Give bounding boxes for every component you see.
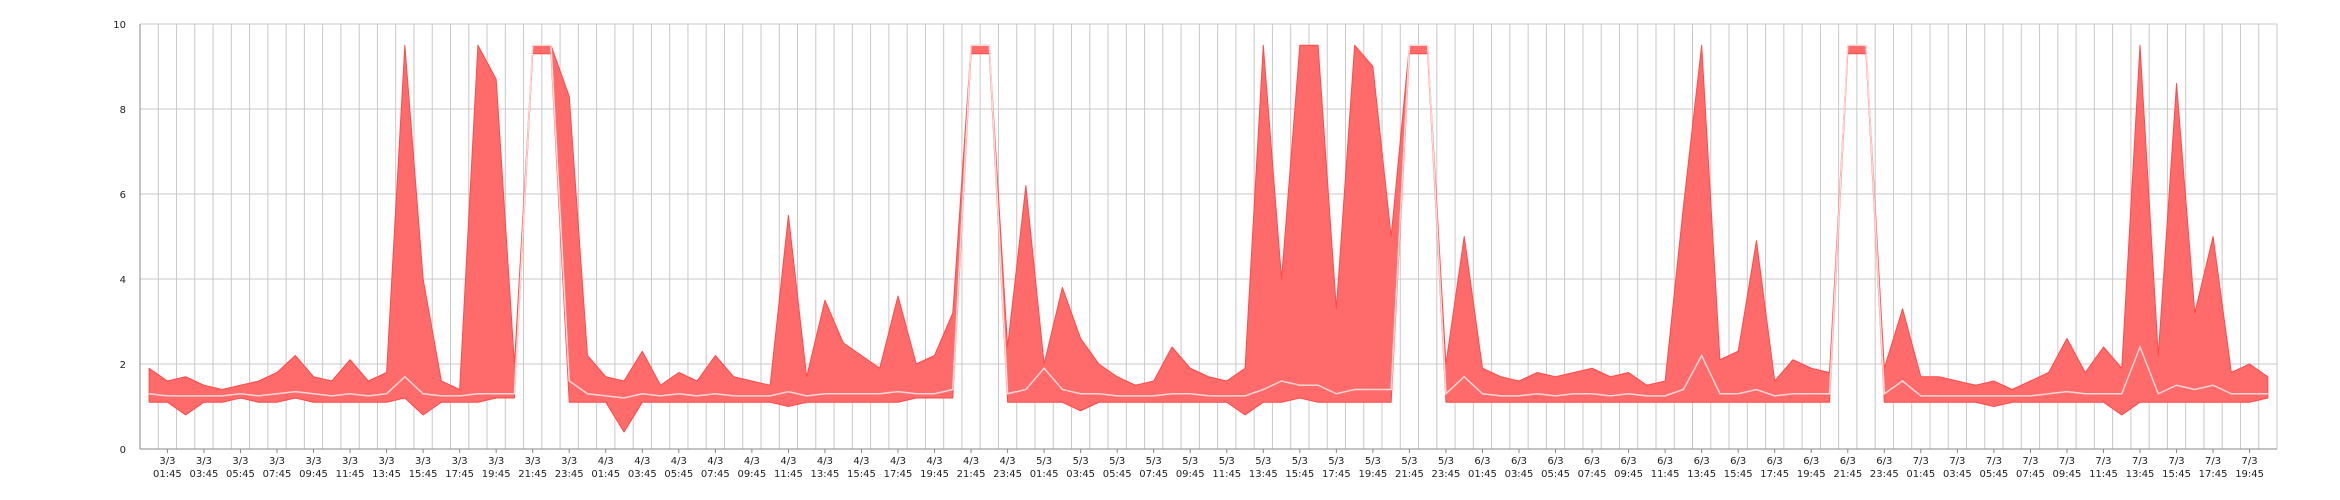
x-tick-label: 7/3 07:45 [2016,456,2045,480]
x-tick-label: 5/3 09:45 [1176,456,1205,480]
x-tick-label: 4/3 13:45 [811,456,840,480]
x-tick-label: 4/3 21:45 [957,456,986,480]
x-tick-label: 7/3 11:45 [2089,456,2118,480]
x-tick-label: 5/3 01:45 [1030,456,1059,480]
x-tick-label: 5/3 15:45 [1285,456,1314,480]
x-tick-label: 6/3 05:45 [1541,456,1570,480]
x-tick-label: 3/3 13:45 [372,456,401,480]
x-tick-label: 3/3 23:45 [555,456,584,480]
x-tick-label: 6/3 01:45 [1468,456,1497,480]
x-tick-label: 7/3 15:45 [2162,456,2191,480]
x-tick-label: 5/3 05:45 [1103,456,1132,480]
x-tick-label: 6/3 07:45 [1578,456,1607,480]
y-tick-label: 6 [120,190,126,201]
x-tick-label: 4/3 05:45 [664,456,693,480]
y-tick-label: 0 [120,445,126,456]
x-tick-label: 3/3 19:45 [482,456,511,480]
x-tick-label: 7/3 09:45 [2053,456,2082,480]
x-tick-label: 7/3 03:45 [1943,456,1972,480]
y-tick-label: 8 [120,105,126,116]
x-tick-label: 7/3 13:45 [2126,456,2155,480]
x-tick-label: 5/3 13:45 [1249,456,1278,480]
x-tick-label: 3/3 05:45 [226,456,255,480]
x-tick-label: 7/3 05:45 [1979,456,2008,480]
x-tick-label: 4/3 07:45 [701,456,730,480]
x-tick-label: 6/3 03:45 [1505,456,1534,480]
y-tick-label: 4 [120,275,126,286]
x-tick-label: 5/3 03:45 [1066,456,1095,480]
x-tick-label: 4/3 01:45 [591,456,620,480]
x-tick-label: 5/3 07:45 [1139,456,1168,480]
x-tick-label: 5/3 19:45 [1358,456,1387,480]
x-tick-label: 4/3 17:45 [884,456,913,480]
x-tick-label: 6/3 13:45 [1687,456,1716,480]
x-tick-label: 3/3 11:45 [336,456,365,480]
x-tick-label: 3/3 01:45 [153,456,182,480]
x-tick-label: 4/3 19:45 [920,456,949,480]
x-tick-label: 6/3 15:45 [1724,456,1753,480]
x-tick-label: 6/3 23:45 [1870,456,1899,480]
x-tick-label: 5/3 21:45 [1395,456,1424,480]
x-tick-label: 3/3 17:45 [445,456,474,480]
x-tick-label: 5/3 23:45 [1432,456,1461,480]
x-tick-label: 4/3 15:45 [847,456,876,480]
x-tick-label: 3/3 15:45 [409,456,438,480]
x-tick-label: 6/3 17:45 [1760,456,1789,480]
x-tick-label: 5/3 17:45 [1322,456,1351,480]
x-tick-label: 3/3 03:45 [190,456,219,480]
x-tick-label: 6/3 19:45 [1797,456,1826,480]
x-tick-label: 5/3 11:45 [1212,456,1241,480]
x-tick-label: 4/3 11:45 [774,456,803,480]
mean-line [149,44,2268,399]
x-tick-label: 3/3 21:45 [518,456,547,480]
y-tick-label: 10 [113,20,126,31]
x-tick-label: 6/3 09:45 [1614,456,1643,480]
x-tick-label: 4/3 09:45 [737,456,766,480]
x-tick-label: 4/3 03:45 [628,456,657,480]
x-tick-label: 7/3 19:45 [2235,456,2264,480]
x-tick-label: 3/3 07:45 [263,456,292,480]
x-tick-label: 6/3 11:45 [1651,456,1680,480]
y-tick-label: 2 [120,360,126,371]
x-tick-label: 4/3 23:45 [993,456,1022,480]
x-tick-label: 6/3 21:45 [1833,456,1862,480]
x-tick-label: 7/3 17:45 [2199,456,2228,480]
x-tick-label: 3/3 09:45 [299,456,328,480]
x-tick-label: 7/3 01:45 [1906,456,1935,480]
